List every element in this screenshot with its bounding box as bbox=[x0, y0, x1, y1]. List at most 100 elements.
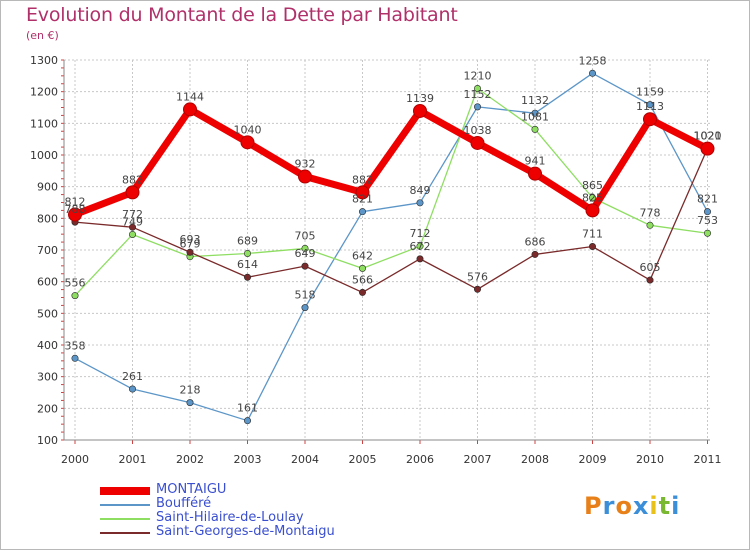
data-label: 649 bbox=[295, 247, 316, 260]
data-label: 1040 bbox=[234, 123, 262, 136]
data-label: 788 bbox=[65, 203, 86, 216]
y-tick-label: 1100 bbox=[30, 117, 58, 130]
legend-label: Saint-Georges-de-Montaigu bbox=[156, 524, 335, 539]
data-label: 1021 bbox=[694, 129, 722, 142]
data-point bbox=[416, 199, 424, 207]
data-point bbox=[129, 230, 137, 238]
y-tick-label: 900 bbox=[37, 181, 58, 194]
data-label: 1020 bbox=[694, 130, 722, 143]
data-point bbox=[416, 242, 424, 250]
data-label: 693 bbox=[180, 233, 201, 246]
data-label: 679 bbox=[180, 238, 201, 251]
data-point-montaigu bbox=[298, 169, 312, 184]
x-tick-label: 2001 bbox=[119, 453, 147, 466]
data-label: 1113 bbox=[636, 100, 664, 113]
data-label: 1144 bbox=[176, 90, 204, 103]
data-point bbox=[301, 262, 309, 270]
data-point bbox=[703, 208, 711, 216]
data-label: 1258 bbox=[579, 54, 607, 67]
data-point bbox=[186, 399, 194, 407]
data-label: 711 bbox=[582, 228, 603, 241]
data-label: 1152 bbox=[464, 88, 492, 101]
y-tick-label: 400 bbox=[37, 339, 58, 352]
y-tick-label: 800 bbox=[37, 212, 58, 225]
series-line-1 bbox=[74, 72, 709, 422]
data-label: 218 bbox=[180, 384, 201, 397]
legend-swatch bbox=[100, 487, 150, 495]
logo-letter: P bbox=[584, 492, 603, 520]
data-label: 778 bbox=[640, 206, 661, 219]
data-point-montaigu bbox=[528, 166, 542, 181]
series-line-2 bbox=[74, 87, 708, 297]
data-label: 1081 bbox=[521, 110, 549, 123]
y-tick-label: 500 bbox=[37, 307, 58, 320]
data-label: 882 bbox=[352, 173, 373, 186]
data-label: 932 bbox=[295, 158, 316, 171]
data-label: 161 bbox=[237, 402, 258, 415]
y-tick-label: 100 bbox=[37, 434, 58, 447]
x-tick-label: 2006 bbox=[406, 453, 434, 466]
series-line-3 bbox=[74, 148, 709, 294]
data-label: 672 bbox=[410, 240, 431, 253]
data-point bbox=[531, 109, 539, 117]
data-point bbox=[301, 244, 309, 252]
data-point bbox=[531, 250, 539, 258]
data-point-montaigu bbox=[585, 203, 600, 218]
data-label: 614 bbox=[237, 258, 258, 271]
data-label: 1139 bbox=[406, 92, 434, 105]
data-label: 576 bbox=[467, 270, 488, 283]
data-label: 1132 bbox=[521, 94, 549, 107]
data-label: 821 bbox=[697, 193, 718, 206]
data-point bbox=[71, 354, 79, 362]
data-point-montaigu bbox=[183, 102, 197, 117]
logo-letter: i bbox=[649, 492, 659, 520]
data-point-montaigu bbox=[240, 135, 255, 150]
data-point bbox=[646, 221, 654, 229]
data-point bbox=[301, 304, 309, 312]
data-point bbox=[416, 255, 424, 263]
data-label: 753 bbox=[697, 214, 718, 227]
data-point bbox=[244, 417, 252, 425]
data-point bbox=[588, 194, 596, 202]
series-line-0 bbox=[73, 105, 710, 218]
proxiti-logo: Proxiti bbox=[584, 492, 680, 520]
data-label: 849 bbox=[410, 184, 431, 197]
data-point bbox=[244, 273, 252, 281]
data-label: 812 bbox=[65, 196, 86, 209]
x-tick-label: 2009 bbox=[579, 453, 607, 466]
y-tick-label: 600 bbox=[37, 276, 58, 289]
data-label: 712 bbox=[410, 227, 431, 240]
x-tick-label: 2003 bbox=[234, 453, 262, 466]
data-label: 605 bbox=[640, 261, 661, 274]
logo-letter: t bbox=[658, 492, 672, 520]
data-label: 1038 bbox=[464, 124, 492, 137]
chart-subtitle: (en €) bbox=[26, 29, 59, 42]
data-point bbox=[358, 264, 366, 272]
data-label: 1210 bbox=[464, 70, 492, 83]
data-label: 821 bbox=[352, 193, 373, 206]
y-tick-label: 300 bbox=[37, 371, 58, 384]
data-label: 518 bbox=[295, 289, 316, 302]
y-tick-label: 1300 bbox=[30, 54, 58, 67]
x-tick-label: 2004 bbox=[291, 453, 319, 466]
legend-swatch bbox=[100, 504, 150, 506]
data-label: 865 bbox=[582, 179, 603, 192]
data-label: 941 bbox=[525, 155, 546, 168]
y-tick-label: 700 bbox=[37, 244, 58, 257]
data-point-montaigu bbox=[413, 103, 427, 118]
x-tick-label: 2002 bbox=[176, 453, 204, 466]
data-point bbox=[358, 288, 366, 296]
data-point bbox=[244, 249, 252, 257]
data-label: 642 bbox=[352, 249, 373, 262]
x-tick-label: 2000 bbox=[61, 453, 89, 466]
logo-letter: o bbox=[615, 492, 633, 520]
data-label: 689 bbox=[237, 234, 258, 247]
data-point bbox=[473, 285, 481, 293]
data-point bbox=[473, 103, 481, 111]
x-tick-label: 2008 bbox=[521, 453, 549, 466]
x-tick-label: 2007 bbox=[464, 453, 492, 466]
logo-letter: r bbox=[602, 492, 616, 520]
data-point bbox=[703, 229, 711, 237]
data-point bbox=[646, 101, 654, 109]
